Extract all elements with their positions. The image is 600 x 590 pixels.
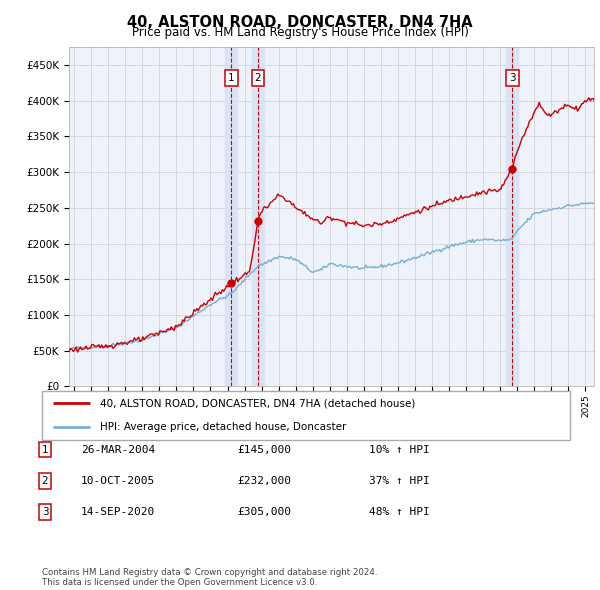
Text: Price paid vs. HM Land Registry's House Price Index (HPI): Price paid vs. HM Land Registry's House … [131,26,469,39]
Text: 37% ↑ HPI: 37% ↑ HPI [369,476,430,486]
Text: 1: 1 [228,73,235,83]
Text: 3: 3 [41,507,49,517]
Text: 14-SEP-2020: 14-SEP-2020 [81,507,155,517]
Text: 10% ↑ HPI: 10% ↑ HPI [369,445,430,454]
Text: 3: 3 [509,73,515,83]
Text: 40, ALSTON ROAD, DONCASTER, DN4 7HA (detached house): 40, ALSTON ROAD, DONCASTER, DN4 7HA (det… [100,398,415,408]
Bar [252,47,264,386]
Text: 48% ↑ HPI: 48% ↑ HPI [369,507,430,517]
Text: £145,000: £145,000 [237,445,291,454]
Text: 2: 2 [41,476,49,486]
Bar [506,47,518,386]
Text: 26-MAR-2004: 26-MAR-2004 [81,445,155,454]
Text: 10-OCT-2005: 10-OCT-2005 [81,476,155,486]
Text: Contains HM Land Registry data © Crown copyright and database right 2024.
This d: Contains HM Land Registry data © Crown c… [42,568,377,587]
Bar [226,47,238,386]
Text: £232,000: £232,000 [237,476,291,486]
FancyBboxPatch shape [42,391,570,440]
Text: HPI: Average price, detached house, Doncaster: HPI: Average price, detached house, Donc… [100,422,346,432]
Text: 1: 1 [41,445,49,454]
Text: 40, ALSTON ROAD, DONCASTER, DN4 7HA: 40, ALSTON ROAD, DONCASTER, DN4 7HA [127,15,473,30]
Text: 2: 2 [254,73,261,83]
Text: £305,000: £305,000 [237,507,291,517]
